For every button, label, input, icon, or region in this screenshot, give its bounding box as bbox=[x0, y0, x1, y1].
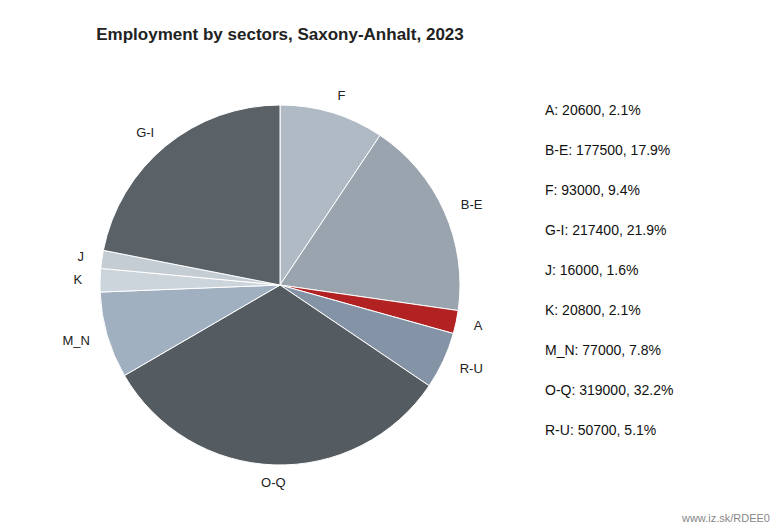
annotation: M_N: 77000, 7.8% bbox=[545, 342, 661, 358]
annotation: B-E: 177500, 17.9% bbox=[545, 142, 670, 158]
slice bbox=[103, 105, 280, 285]
annotation: R-U: 50700, 5.1% bbox=[545, 422, 656, 438]
slice bbox=[100, 285, 280, 376]
watermark: www.iz.sk/RDEE0 bbox=[681, 512, 770, 524]
annotation: K: 20800, 2.1% bbox=[545, 302, 641, 318]
slice-label: K bbox=[73, 272, 82, 287]
chart: Employment by sectors, Saxony-Anhalt, 20… bbox=[0, 0, 782, 532]
slice-labels: F B-E A R-U O-Q M_N KJ G-I bbox=[62, 88, 482, 490]
slice-label: J bbox=[78, 249, 85, 264]
annotation: A: 20600, 2.1% bbox=[545, 102, 641, 118]
slice-label: G-I bbox=[136, 125, 154, 140]
annotation: J: 16000, 1.6% bbox=[545, 262, 638, 278]
slice-label: R-U bbox=[460, 361, 483, 376]
slice-label: F bbox=[337, 88, 345, 103]
slice-label: B-E bbox=[461, 197, 483, 212]
slice-label: M_N bbox=[62, 333, 89, 348]
annotation: O-Q: 319000, 32.2% bbox=[545, 382, 673, 398]
title: Employment by sectors, Saxony-Anhalt, 20… bbox=[96, 25, 464, 44]
slice-label: O-Q bbox=[261, 475, 286, 490]
slices bbox=[100, 105, 460, 465]
slice-label: A bbox=[474, 318, 483, 333]
annotation: F: 93000, 9.4% bbox=[545, 182, 640, 198]
value-list: A: 20600, 2.1% B-E: 177500, 17.9% F: 93000… bbox=[545, 102, 673, 438]
slice bbox=[280, 135, 460, 310]
annotation: G-I: 217400, 21.9% bbox=[545, 222, 666, 238]
